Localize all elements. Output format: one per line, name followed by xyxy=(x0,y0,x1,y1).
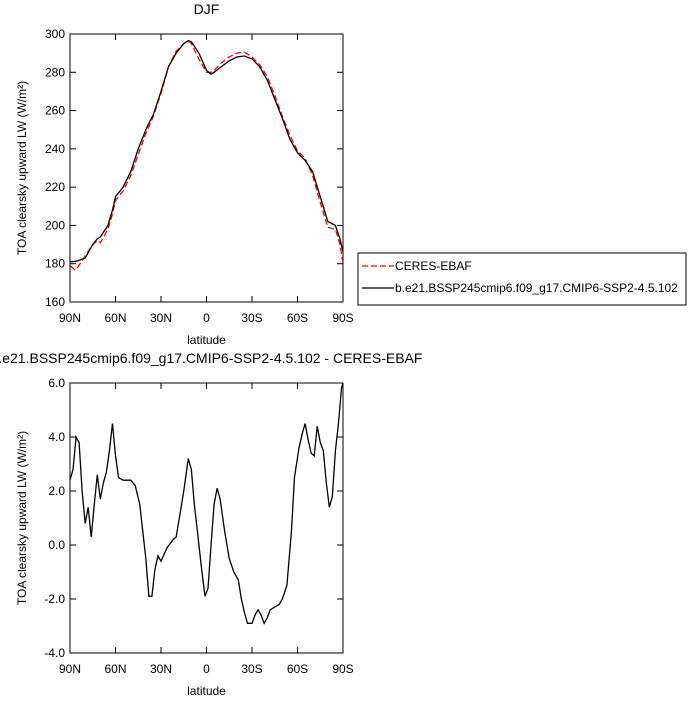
y-tick-label: 280 xyxy=(45,65,65,79)
data-line xyxy=(69,39,344,271)
y-tick-label: 220 xyxy=(45,180,65,194)
data-line xyxy=(69,382,344,625)
legend-box xyxy=(357,252,687,306)
chart-title: b.e21.BSSP245cmip6.f09_g17.CMIP6-SSP2-4.… xyxy=(0,350,422,366)
plot-frame xyxy=(69,33,344,303)
x-tick-label: 0 xyxy=(203,311,210,325)
y-tick-label: -4.0 xyxy=(44,646,65,660)
x-tick-label: 90N xyxy=(59,311,81,325)
legend-label: CERES-EBAF xyxy=(395,259,472,273)
y-tick-label: 6.0 xyxy=(48,376,65,390)
y-tick-label: 2.0 xyxy=(48,484,65,498)
plot-frame xyxy=(69,382,344,654)
x-tick-label: 60S xyxy=(287,311,308,325)
y-tick-label: 260 xyxy=(45,104,65,118)
legend-label: b.e21.BSSP245cmip6.f09_g17.CMIP6-SSP2-4.… xyxy=(395,281,678,295)
x-tick-label: 60N xyxy=(104,662,126,676)
y-tick-label: 180 xyxy=(45,257,65,271)
y-tick-label: 0.0 xyxy=(48,538,65,552)
data-line xyxy=(69,39,344,263)
x-tick-label: 60N xyxy=(104,311,126,325)
y-axis-label: TOA clearsky upward LW (W/m²) xyxy=(15,431,29,605)
chart-title: DJF xyxy=(194,1,220,17)
x-axis-label: latitude xyxy=(187,333,226,347)
y-tick-label: -2.0 xyxy=(44,592,65,606)
y-tick-label: 160 xyxy=(45,295,65,309)
x-tick-label: 60S xyxy=(287,662,308,676)
y-tick-label: 200 xyxy=(45,218,65,232)
y-axis-label: TOA clearsky upward LW (W/m²) xyxy=(15,81,29,255)
x-tick-label: 90S xyxy=(332,311,353,325)
y-tick-label: 4.0 xyxy=(48,430,65,444)
y-tick-label: 300 xyxy=(45,27,65,41)
x-tick-label: 90S xyxy=(332,662,353,676)
x-tick-label: 30N xyxy=(150,311,172,325)
x-tick-label: 30S xyxy=(241,311,262,325)
x-tick-label: 90N xyxy=(59,662,81,676)
x-tick-label: 30S xyxy=(241,662,262,676)
x-tick-label: 0 xyxy=(203,662,210,676)
x-tick-label: 30N xyxy=(150,662,172,676)
y-tick-label: 240 xyxy=(45,142,65,156)
x-axis-label: latitude xyxy=(187,684,226,698)
